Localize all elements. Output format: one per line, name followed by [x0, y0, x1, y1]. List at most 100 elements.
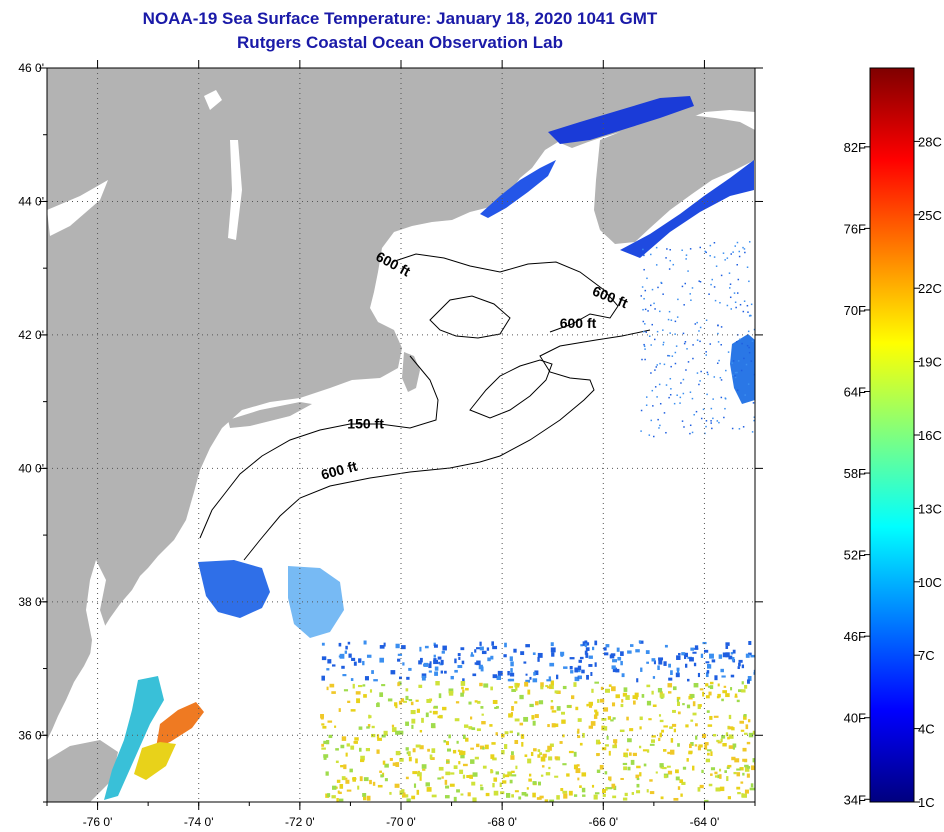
sst-pixel — [497, 670, 503, 676]
sst-pixel — [551, 652, 555, 657]
sst-pixel — [384, 763, 389, 768]
sst-pixel — [354, 737, 359, 741]
sst-pixel — [438, 693, 442, 699]
sst-pixel — [554, 775, 559, 778]
sst-pixel — [700, 653, 704, 658]
sst-pixel — [640, 667, 643, 672]
contour-jordan-basin — [429, 295, 511, 339]
sst-pixel — [381, 734, 386, 738]
sst-pixel — [344, 650, 348, 654]
sst-pixel — [718, 421, 720, 424]
lat-tick-label: 42 0' — [18, 328, 44, 342]
sst-pixel — [660, 281, 662, 284]
sst-pixel — [417, 772, 422, 777]
sst-pixel — [673, 402, 676, 405]
sst-pixel — [424, 645, 429, 649]
sst-pixel — [692, 344, 694, 346]
sst-pixel — [668, 396, 670, 399]
sst-pixel — [699, 281, 702, 283]
sst-swath-new-jersey — [198, 560, 270, 618]
sst-pixel — [345, 645, 348, 650]
sst-pixel — [623, 766, 628, 771]
sst-pixel — [612, 795, 617, 799]
sst-pixel — [683, 342, 686, 345]
sst-pixel — [676, 655, 681, 660]
sst-pixel — [376, 749, 380, 754]
sst-pixel — [692, 765, 695, 771]
sst-pixel — [643, 345, 646, 348]
sst-pixel — [395, 762, 400, 767]
sst-pixel — [343, 689, 349, 692]
sst-pixel — [744, 766, 750, 772]
sst-pixel — [720, 668, 724, 673]
colorbar-label-f: 52F — [844, 548, 866, 563]
sst-swath-virginia-cyan — [104, 676, 164, 800]
sst-pixel — [554, 756, 559, 760]
sst-pixel — [715, 265, 718, 267]
sst-pixel — [720, 738, 723, 743]
sst-pixel — [607, 716, 612, 720]
sst-pixel — [611, 665, 616, 670]
sst-pixel — [645, 331, 647, 333]
sst-pixel — [594, 709, 598, 713]
sst-pixel — [672, 686, 677, 691]
sst-pixel — [736, 263, 738, 266]
sst-pixel — [338, 708, 341, 712]
sst-pixel — [411, 718, 416, 724]
sst-pixel — [550, 680, 554, 686]
sst-pixel — [650, 253, 652, 256]
sst-pixel — [683, 304, 685, 306]
sst-pixel — [560, 787, 564, 792]
sst-pixel — [419, 745, 424, 750]
sst-pixel — [490, 770, 494, 774]
sst-pixel — [507, 670, 510, 676]
sst-pixel — [720, 274, 723, 277]
sst-pixel — [445, 760, 450, 763]
sst-pixel — [712, 398, 714, 400]
sst-pixel — [404, 794, 409, 798]
sst-pixel — [573, 794, 578, 797]
sst-pixel — [697, 787, 701, 792]
sst-pixel — [550, 647, 556, 653]
sst-pixel — [519, 694, 524, 700]
sst-pixel — [670, 388, 672, 390]
sst-pixel — [750, 654, 755, 658]
sst-pixel — [699, 704, 702, 707]
sst-pixel — [732, 251, 734, 253]
sst-pixel — [608, 776, 612, 781]
sst-pixel — [366, 726, 370, 729]
sst-pixel — [511, 770, 515, 773]
sst-pixel — [708, 783, 713, 787]
sst-pixel — [736, 772, 741, 777]
sst-pixel — [581, 772, 587, 777]
contour-georges-bank — [469, 359, 553, 419]
sst-pixel — [456, 740, 459, 744]
sst-pixel — [448, 734, 451, 739]
colorbar-label-c: 10C — [918, 575, 942, 590]
sst-pixel — [408, 699, 413, 702]
sst-pixel — [452, 749, 457, 754]
sst-pixel — [563, 666, 568, 669]
sst-pixel — [694, 744, 698, 747]
sst-pixel — [474, 649, 477, 653]
sst-pixel — [686, 348, 688, 350]
sst-pixel — [469, 774, 474, 779]
sst-pixel — [479, 682, 483, 687]
sst-pixel — [750, 303, 753, 306]
sst-pixel — [639, 716, 643, 721]
sst-pixel — [746, 266, 749, 268]
sst-pixel — [321, 743, 325, 747]
sst-pixel — [681, 781, 686, 785]
sst-pixel — [365, 748, 371, 752]
sst-pixel — [744, 394, 746, 396]
sst-swath-scotian-shelf — [730, 334, 755, 404]
sst-pixel — [636, 790, 641, 794]
sst-pixel — [419, 657, 423, 663]
sst-pixel — [710, 422, 712, 424]
sst-pixel — [716, 362, 719, 364]
sst-pixel — [350, 678, 354, 681]
sst-pixel — [727, 764, 732, 768]
colorbar-label-c: 1C — [918, 795, 935, 810]
sst-pixel — [706, 393, 708, 396]
sst-pixel — [753, 669, 755, 674]
